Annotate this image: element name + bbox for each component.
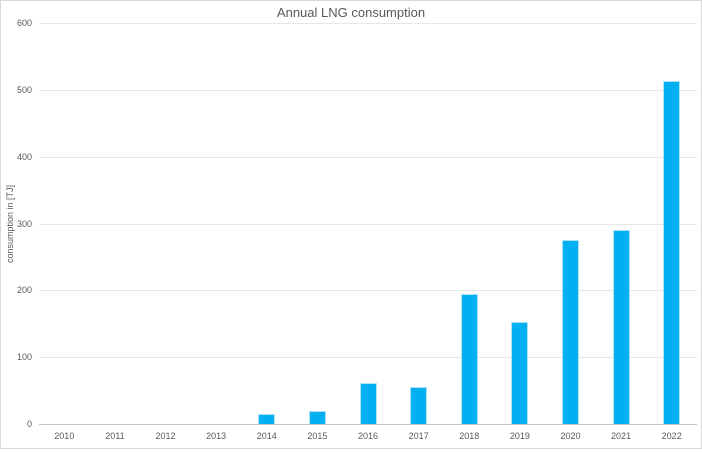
- x-tick-label-2021: 2021: [611, 431, 632, 441]
- bar-2014: [258, 413, 276, 424]
- y-tick-label-300: 300: [16, 218, 32, 229]
- x-tick-label-2020: 2020: [560, 431, 581, 441]
- bar-2017: [410, 386, 428, 424]
- bar-2019: [511, 322, 529, 424]
- y-tick-label-400: 400: [16, 151, 32, 162]
- chart-title: Annual LNG consumption: [276, 5, 426, 20]
- gridline-200: [39, 290, 697, 292]
- gridline-500: [39, 89, 697, 91]
- x-tick-label-2022: 2022: [661, 431, 682, 441]
- x-tick-label-2018: 2018: [459, 431, 480, 441]
- x-tick-label-2010: 2010: [54, 431, 75, 441]
- bar-2021: [612, 229, 630, 424]
- bar-2015: [308, 410, 326, 424]
- x-tick-label-2013: 2013: [206, 431, 227, 441]
- y-tick-label-200: 200: [16, 285, 32, 296]
- x-axis-labels: 2010 2011 2012 2013 2014 2015 2016 2017 2018 2019…: [39, 430, 697, 442]
- bar-2022: [663, 81, 681, 424]
- y-tick-label-500: 500: [16, 84, 32, 95]
- x-tick-label-2012: 2012: [155, 431, 176, 441]
- bar-2018: [460, 293, 478, 424]
- gridline-100: [39, 357, 697, 359]
- gridline-600: [39, 23, 697, 24]
- plot-area: [39, 23, 697, 425]
- bar-2020: [561, 240, 579, 424]
- y-tick-label-0: 0: [26, 419, 32, 429]
- x-tick-label-2014: 2014: [256, 431, 277, 441]
- x-tick-label-2017: 2017: [408, 431, 429, 441]
- bar-2016: [359, 382, 377, 424]
- x-tick-label-2019: 2019: [509, 431, 530, 441]
- y-tick-label-600: 600: [16, 18, 32, 28]
- gridline-300: [39, 223, 697, 225]
- y-tick-label-100: 100: [16, 352, 32, 363]
- x-tick-label-2011: 2011: [105, 431, 125, 441]
- x-tick-label-2015: 2015: [307, 431, 328, 441]
- x-tick-label-2016: 2016: [357, 431, 379, 441]
- gridline-400: [39, 156, 697, 158]
